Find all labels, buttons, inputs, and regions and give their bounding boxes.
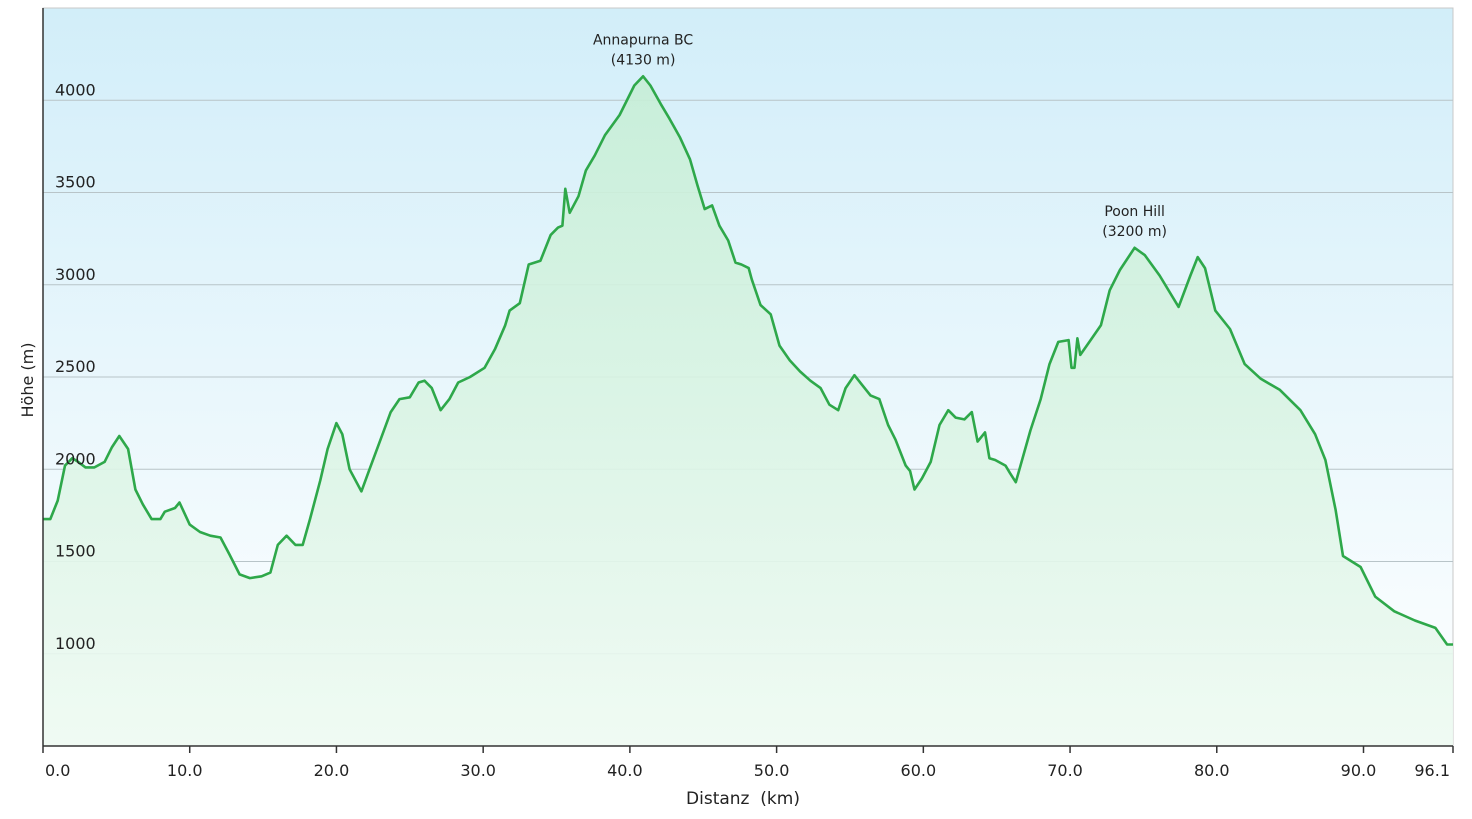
x-tick-label: 0.0	[45, 761, 70, 780]
x-tick-label: 96.1	[1414, 761, 1450, 780]
y-tick-label: 4000	[55, 80, 96, 99]
annotation: Annapurna BC (4130 m)	[593, 32, 693, 68]
annotation-line: Annapurna BC	[593, 32, 693, 48]
x-tick-label: 40.0	[607, 761, 643, 780]
annotation-line: (4130 m)	[611, 52, 676, 68]
y-tick-label: 3000	[55, 265, 96, 284]
annotation-line: Poon Hill	[1104, 204, 1165, 220]
x-tick-label: 70.0	[1047, 761, 1083, 780]
y-tick-label: 3500	[55, 173, 96, 192]
annotation: Poon Hill (3200 m)	[1102, 204, 1167, 240]
x-tick-label: 50.0	[754, 761, 790, 780]
x-tick-label: 60.0	[901, 761, 937, 780]
y-axis-title: Höhe (m)	[18, 343, 37, 418]
x-tick-label: 10.0	[167, 761, 203, 780]
y-tick-label: 1000	[55, 634, 96, 653]
x-tick-label: 80.0	[1194, 761, 1230, 780]
x-tick-label: 90.0	[1341, 761, 1377, 780]
y-tick-label: 2000	[55, 449, 96, 468]
area-layer	[43, 75, 1453, 747]
y-tick-label: 2500	[55, 357, 96, 376]
x-axis-title: Distanz (km)	[686, 789, 800, 809]
x-tick-label: 30.0	[460, 761, 496, 780]
area-fill	[43, 76, 1453, 747]
elevation-line	[43, 75, 1453, 646]
annotation-line: (3200 m)	[1102, 224, 1167, 240]
labels: 1000 1500 2000 2500 3000 3500 4000 0.0 10.0 20.0 3…	[42, 32, 1454, 780]
y-tick-label: 1500	[55, 542, 96, 561]
x-tick-label: 20.0	[314, 761, 350, 780]
